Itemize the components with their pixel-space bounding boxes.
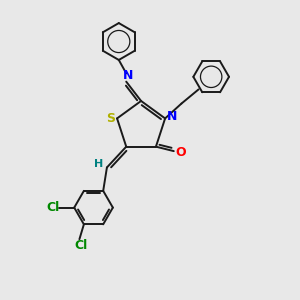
Text: N: N bbox=[167, 110, 177, 123]
Text: Cl: Cl bbox=[74, 239, 88, 252]
Text: N: N bbox=[122, 69, 133, 82]
Text: Cl: Cl bbox=[46, 201, 59, 214]
Text: O: O bbox=[175, 146, 186, 159]
Text: H: H bbox=[94, 160, 103, 170]
Text: S: S bbox=[106, 112, 115, 125]
